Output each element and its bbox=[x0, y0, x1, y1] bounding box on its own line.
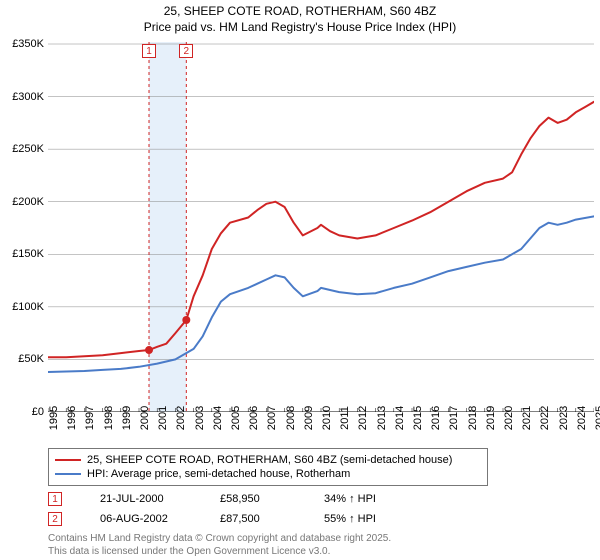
sale-row: 1 21-JUL-2000 £58,950 34% ↑ HPI bbox=[48, 492, 594, 506]
x-tick-label: 2006 bbox=[248, 406, 260, 430]
y-tick-label: £200K bbox=[0, 196, 44, 208]
legend-row: HPI: Average price, semi-detached house,… bbox=[55, 467, 481, 481]
sale-date: 21-JUL-2000 bbox=[76, 493, 206, 505]
x-tick-label: 2019 bbox=[485, 406, 497, 430]
x-tick-label: 2009 bbox=[303, 406, 315, 430]
x-tick-label: 2013 bbox=[376, 406, 388, 430]
x-tick-label: 2004 bbox=[212, 406, 224, 430]
sale-price: £58,950 bbox=[220, 493, 310, 505]
legend-row: 25, SHEEP COTE ROAD, ROTHERHAM, S60 4BZ … bbox=[55, 453, 481, 467]
sale-date: 06-AUG-2002 bbox=[76, 513, 206, 525]
sale-pct: 34% ↑ HPI bbox=[324, 493, 414, 505]
x-tick-label: 2018 bbox=[467, 406, 479, 430]
x-tick-label: 1999 bbox=[121, 406, 133, 430]
sale-marker-box: 1 bbox=[142, 44, 156, 58]
legend-panel: 25, SHEEP COTE ROAD, ROTHERHAM, S60 4BZ … bbox=[48, 448, 594, 558]
title-subtitle: Price paid vs. HM Land Registry's House … bbox=[0, 20, 600, 36]
x-tick-label: 2015 bbox=[412, 406, 424, 430]
x-tick-label: 2017 bbox=[448, 406, 460, 430]
footer: Contains HM Land Registry data © Crown c… bbox=[48, 532, 594, 558]
sale-row: 2 06-AUG-2002 £87,500 55% ↑ HPI bbox=[48, 512, 594, 526]
title-block: 25, SHEEP COTE ROAD, ROTHERHAM, S60 4BZ … bbox=[0, 0, 600, 35]
footer-line-1: Contains HM Land Registry data © Crown c… bbox=[48, 532, 594, 545]
x-tick-label: 2025 bbox=[594, 406, 600, 430]
chart-container: 25, SHEEP COTE ROAD, ROTHERHAM, S60 4BZ … bbox=[0, 0, 600, 560]
y-tick-label: £300K bbox=[0, 91, 44, 103]
x-tick-label: 1998 bbox=[103, 406, 115, 430]
x-tick-label: 2012 bbox=[357, 406, 369, 430]
x-tick-label: 2014 bbox=[394, 406, 406, 430]
x-tick-label: 1996 bbox=[66, 406, 78, 430]
legend-swatch bbox=[55, 473, 81, 475]
y-tick-label: £250K bbox=[0, 143, 44, 155]
legend-label: 25, SHEEP COTE ROAD, ROTHERHAM, S60 4BZ … bbox=[87, 454, 452, 466]
y-tick-label: £100K bbox=[0, 301, 44, 313]
sale-marker-box: 1 bbox=[48, 492, 62, 506]
x-tick-label: 1997 bbox=[84, 406, 96, 430]
x-tick-label: 2003 bbox=[194, 406, 206, 430]
x-tick-label: 2021 bbox=[521, 406, 533, 430]
legend-label: HPI: Average price, semi-detached house,… bbox=[87, 468, 350, 480]
x-tick-label: 2011 bbox=[339, 406, 351, 430]
y-tick-label: £0 bbox=[0, 406, 44, 418]
x-tick-label: 2016 bbox=[430, 406, 442, 430]
x-tick-label: 2002 bbox=[175, 406, 187, 430]
sale-pct: 55% ↑ HPI bbox=[324, 513, 414, 525]
x-tick-label: 2001 bbox=[157, 406, 169, 430]
x-tick-label: 2023 bbox=[558, 406, 570, 430]
sale-price: £87,500 bbox=[220, 513, 310, 525]
x-tick-label: 2024 bbox=[576, 406, 588, 430]
x-tick-label: 2020 bbox=[503, 406, 515, 430]
sale-marker-box: 2 bbox=[48, 512, 62, 526]
plot-area bbox=[48, 42, 594, 412]
chart-area: £0£50K£100K£150K£200K£250K£300K£350K1995… bbox=[0, 42, 600, 442]
x-tick-label: 1995 bbox=[48, 406, 60, 430]
legend-swatch bbox=[55, 459, 81, 461]
footer-line-2: This data is licensed under the Open Gov… bbox=[48, 545, 594, 558]
legend-box: 25, SHEEP COTE ROAD, ROTHERHAM, S60 4BZ … bbox=[48, 448, 488, 486]
x-tick-label: 2007 bbox=[266, 406, 278, 430]
title-address: 25, SHEEP COTE ROAD, ROTHERHAM, S60 4BZ bbox=[0, 4, 600, 20]
x-tick-label: 2022 bbox=[539, 406, 551, 430]
sale-marker-box: 2 bbox=[179, 44, 193, 58]
x-tick-label: 2010 bbox=[321, 406, 333, 430]
y-tick-label: £150K bbox=[0, 248, 44, 260]
y-tick-label: £50K bbox=[0, 353, 44, 365]
plot-svg bbox=[48, 42, 594, 412]
x-tick-label: 2008 bbox=[285, 406, 297, 430]
y-tick-label: £350K bbox=[0, 38, 44, 50]
x-tick-label: 2005 bbox=[230, 406, 242, 430]
x-tick-label: 2000 bbox=[139, 406, 151, 430]
